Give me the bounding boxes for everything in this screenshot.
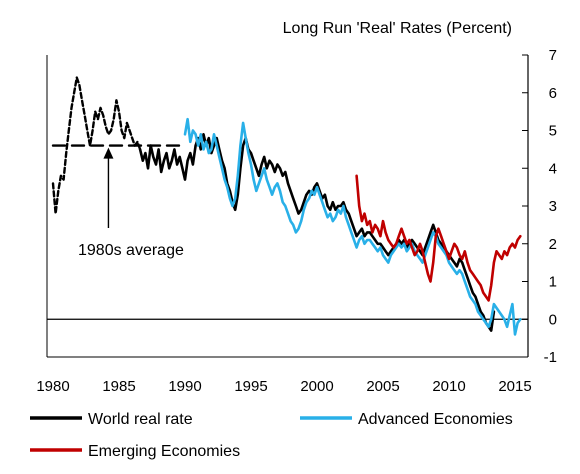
y-axis: -1 0 1 2 3 4 5 6 7 [522,47,557,366]
x-axis: 1980 1985 1990 1995 2000 2005 2010 2015 [36,378,531,395]
legend-label: World real rate [88,411,193,428]
x-tick-label: 2000 [300,378,333,395]
series-line-world-real-rate-dashed [51,76,142,215]
y-tick-label: 4 [549,160,557,177]
y-tick-label: 2 [549,236,557,253]
x-tick-label: 1985 [102,378,135,395]
series-line-advanced-economies [183,117,522,336]
y-tick-label: 5 [549,123,557,140]
x-tick-label: 2005 [366,378,399,395]
y-tick-label: 0 [549,311,557,328]
x-tick-label: 1980 [36,378,69,395]
x-tick-label: 2010 [432,378,465,395]
series-line-emerging-economies [355,174,522,302]
x-tick-label: 2015 [498,378,531,395]
legend-label: Emerging Economies [88,443,240,460]
y-tick-label: -1 [544,349,557,366]
series-group [51,76,522,336]
x-tick-label: 1990 [168,378,201,395]
annotation-group: 1980s average [78,147,184,259]
annotation-arrowhead [103,147,114,159]
chart-title: Long Run 'Real' Rates (Percent) [283,20,512,37]
y-tick-label: 3 [549,198,557,215]
legend: World real rate Advanced Economies Emergin… [30,411,513,460]
x-tick-label: 1995 [234,378,267,395]
y-tick-label: 1 [549,274,557,291]
y-tick-label: 6 [549,85,557,102]
y-tick-label: 7 [549,47,557,64]
annotation-label: 1980s average [78,242,184,259]
legend-label: Advanced Economies [358,411,513,428]
plot-frame [46,55,528,358]
